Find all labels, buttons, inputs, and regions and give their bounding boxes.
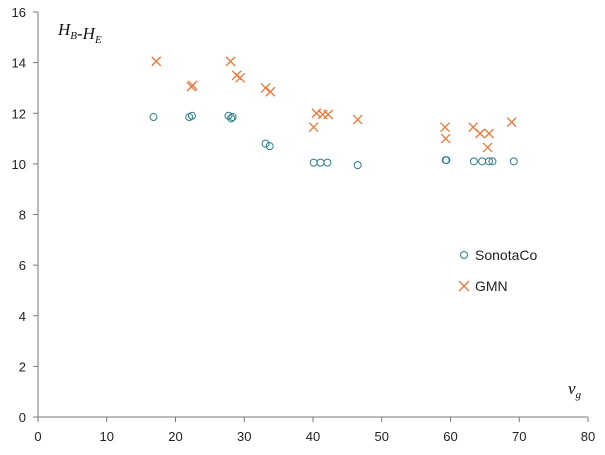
data-point — [227, 114, 236, 123]
data-point — [225, 56, 236, 67]
data-point — [352, 114, 363, 125]
y-axis-label: HB-HE — [57, 20, 102, 46]
legend: SonotaCo GMN — [458, 247, 537, 294]
data-point — [265, 142, 274, 151]
legend-marker — [460, 251, 468, 259]
y-tick-label: 12 — [12, 106, 26, 121]
data-point — [260, 82, 271, 93]
x-tick-label: 40 — [306, 429, 320, 444]
data-point — [265, 86, 276, 97]
data-point — [442, 156, 451, 165]
data-point — [235, 72, 246, 83]
y-tick-label: 0 — [19, 410, 26, 425]
legend-item-sonotaco: SonotaCo — [460, 247, 537, 263]
data-point — [261, 139, 270, 148]
data-point — [309, 158, 318, 167]
data-point — [484, 128, 494, 139]
data-point — [478, 157, 487, 166]
x-tick-label: 70 — [512, 429, 526, 444]
y-tick-label: 6 — [19, 258, 26, 273]
y-tick-label: 8 — [19, 208, 26, 223]
data-point — [224, 111, 233, 120]
data-point — [149, 113, 158, 122]
data-point — [440, 133, 451, 144]
x-tick-label: 20 — [168, 429, 182, 444]
y-tick-label: 14 — [12, 56, 26, 71]
x-axis-ticks: 0 10 20 30 40 50 60 70 80 — [34, 417, 595, 444]
y-tick-label: 16 — [12, 5, 26, 20]
y-axis-ticks: 0 2 4 6 8 10 12 14 16 — [12, 5, 38, 425]
legend-item-gmn: GMN — [458, 278, 508, 294]
axes — [37, 12, 588, 418]
series-layer — [149, 56, 518, 170]
data-point — [188, 111, 196, 120]
y-tick-label: 2 — [19, 359, 26, 374]
data-point — [440, 122, 450, 133]
x-axis-label: vg — [568, 379, 582, 401]
data-point — [353, 161, 362, 170]
y-tick-label: 4 — [19, 309, 26, 324]
data-point — [308, 122, 319, 133]
data-point — [488, 157, 497, 166]
data-point — [509, 157, 518, 166]
legend-label: SonotaCo — [475, 247, 537, 263]
data-point — [228, 113, 237, 122]
data-point — [482, 142, 493, 153]
data-point — [506, 117, 517, 128]
x-tick-label: 30 — [237, 429, 251, 444]
legend-label: GMN — [475, 278, 508, 294]
data-point — [469, 157, 478, 166]
data-point — [323, 109, 334, 120]
data-point — [323, 158, 332, 167]
x-tick-label: 50 — [375, 429, 389, 444]
data-point — [311, 108, 322, 119]
data-point — [475, 128, 486, 139]
data-point — [151, 56, 162, 67]
data-point — [485, 157, 493, 166]
x-tick-label: 60 — [443, 429, 457, 444]
series-gmn — [151, 56, 517, 153]
y-tick-label: 10 — [12, 157, 26, 172]
x-tick-label: 10 — [100, 429, 114, 444]
x-tick-label: 80 — [581, 429, 595, 444]
data-point — [187, 80, 198, 91]
x-tick-label: 0 — [34, 429, 41, 444]
legend-marker — [458, 280, 470, 292]
series-sonotaco — [149, 111, 518, 170]
data-point — [316, 158, 325, 167]
